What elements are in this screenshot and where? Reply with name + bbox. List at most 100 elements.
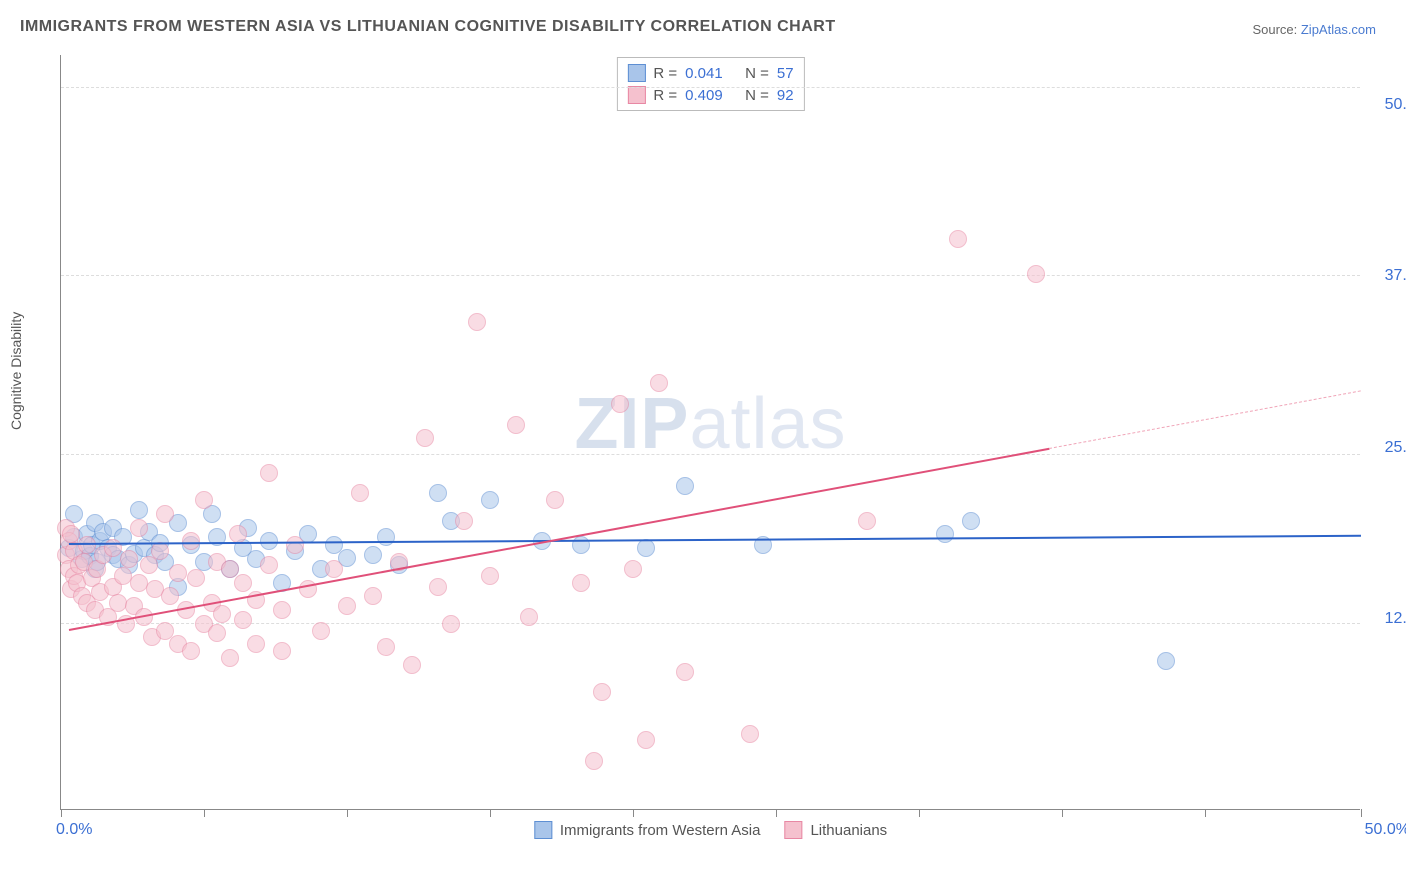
legend-series-label: Lithuanians <box>810 822 887 839</box>
data-point <box>273 642 291 660</box>
data-point <box>507 416 525 434</box>
data-point <box>62 525 80 543</box>
data-point <box>962 512 980 530</box>
data-point <box>325 560 343 578</box>
legend-swatch <box>534 821 552 839</box>
data-point <box>858 512 876 530</box>
source-label: Source: <box>1252 22 1300 37</box>
chart-container: ZIPatlas R =0.041N =57R =0.409N =92 Immi… <box>60 55 1360 810</box>
data-point <box>130 501 148 519</box>
legend-r-label: R = <box>653 87 677 104</box>
legend-swatch <box>627 86 645 104</box>
legend-n-value: 92 <box>777 87 794 104</box>
data-point <box>151 542 169 560</box>
legend-swatch <box>784 821 802 839</box>
legend-n-label: N = <box>745 65 769 82</box>
x-tick <box>776 809 777 817</box>
data-point <box>481 491 499 509</box>
legend-r-label: R = <box>653 65 677 82</box>
data-point <box>1027 265 1045 283</box>
x-tick <box>1062 809 1063 817</box>
data-point <box>403 656 421 674</box>
data-point <box>585 752 603 770</box>
data-point <box>429 484 447 502</box>
gridline <box>61 275 1360 276</box>
data-point <box>161 587 179 605</box>
data-point <box>741 725 759 743</box>
data-point <box>936 525 954 543</box>
data-point <box>624 560 642 578</box>
x-tick-label: 50.0% <box>1365 821 1406 839</box>
legend-swatch <box>627 64 645 82</box>
data-point <box>429 578 447 596</box>
data-point <box>364 587 382 605</box>
trend-line <box>1049 391 1361 450</box>
data-point <box>455 512 473 530</box>
data-point <box>520 608 538 626</box>
data-point <box>377 638 395 656</box>
data-point <box>312 622 330 640</box>
data-point <box>593 683 611 701</box>
watermark-bold: ZIP <box>574 384 689 464</box>
data-point <box>195 491 213 509</box>
x-tick <box>1205 809 1206 817</box>
data-point <box>468 313 486 331</box>
x-tick <box>1361 809 1362 817</box>
data-point <box>221 649 239 667</box>
data-point <box>546 491 564 509</box>
data-point <box>650 374 668 392</box>
data-point <box>169 564 187 582</box>
x-tick <box>633 809 634 817</box>
legend-n-value: 57 <box>777 65 794 82</box>
source-credit: Source: ZipAtlas.com <box>1252 22 1376 37</box>
data-point <box>286 536 304 554</box>
data-point <box>481 567 499 585</box>
x-tick <box>347 809 348 817</box>
y-axis-label: Cognitive Disability <box>8 312 24 430</box>
chart-title: IMMIGRANTS FROM WESTERN ASIA VS LITHUANI… <box>20 18 836 36</box>
legend-series-item: Lithuanians <box>784 821 887 839</box>
series-legend: Immigrants from Western Asia Lithuanians <box>534 821 887 839</box>
x-tick-label: 0.0% <box>56 821 92 839</box>
legend-r-value: 0.041 <box>685 65 737 82</box>
data-point <box>229 525 247 543</box>
data-point <box>637 731 655 749</box>
x-tick <box>919 809 920 817</box>
data-point <box>442 615 460 633</box>
data-point <box>364 546 382 564</box>
legend-n-label: N = <box>745 87 769 104</box>
y-tick-label: 50.0% <box>1370 96 1406 114</box>
correlation-legend: R =0.041N =57R =0.409N =92 <box>616 57 804 111</box>
data-point <box>351 484 369 502</box>
data-point <box>416 429 434 447</box>
data-point <box>234 611 252 629</box>
x-tick <box>61 809 62 817</box>
watermark-light: atlas <box>689 384 846 464</box>
data-point <box>182 642 200 660</box>
data-point <box>338 597 356 615</box>
data-point <box>213 605 231 623</box>
data-point <box>208 624 226 642</box>
data-point <box>611 395 629 413</box>
y-tick-label: 25.0% <box>1370 439 1406 457</box>
legend-row: R = 0.041 N = 57 <box>627 62 793 84</box>
data-point <box>273 601 291 619</box>
data-point <box>676 663 694 681</box>
data-point <box>187 569 205 587</box>
data-point <box>156 505 174 523</box>
gridline <box>61 87 1360 88</box>
legend-series-item: Immigrants from Western Asia <box>534 821 761 839</box>
gridline <box>61 454 1360 455</box>
y-tick-label: 12.5% <box>1370 610 1406 628</box>
gridline <box>61 623 1360 624</box>
data-point <box>1157 652 1175 670</box>
data-point <box>130 519 148 537</box>
x-tick <box>204 809 205 817</box>
legend-series-label: Immigrants from Western Asia <box>560 822 761 839</box>
data-point <box>676 477 694 495</box>
data-point <box>120 550 138 568</box>
x-tick <box>490 809 491 817</box>
data-point <box>260 556 278 574</box>
source-link[interactable]: ZipAtlas.com <box>1301 22 1376 37</box>
data-point <box>637 539 655 557</box>
